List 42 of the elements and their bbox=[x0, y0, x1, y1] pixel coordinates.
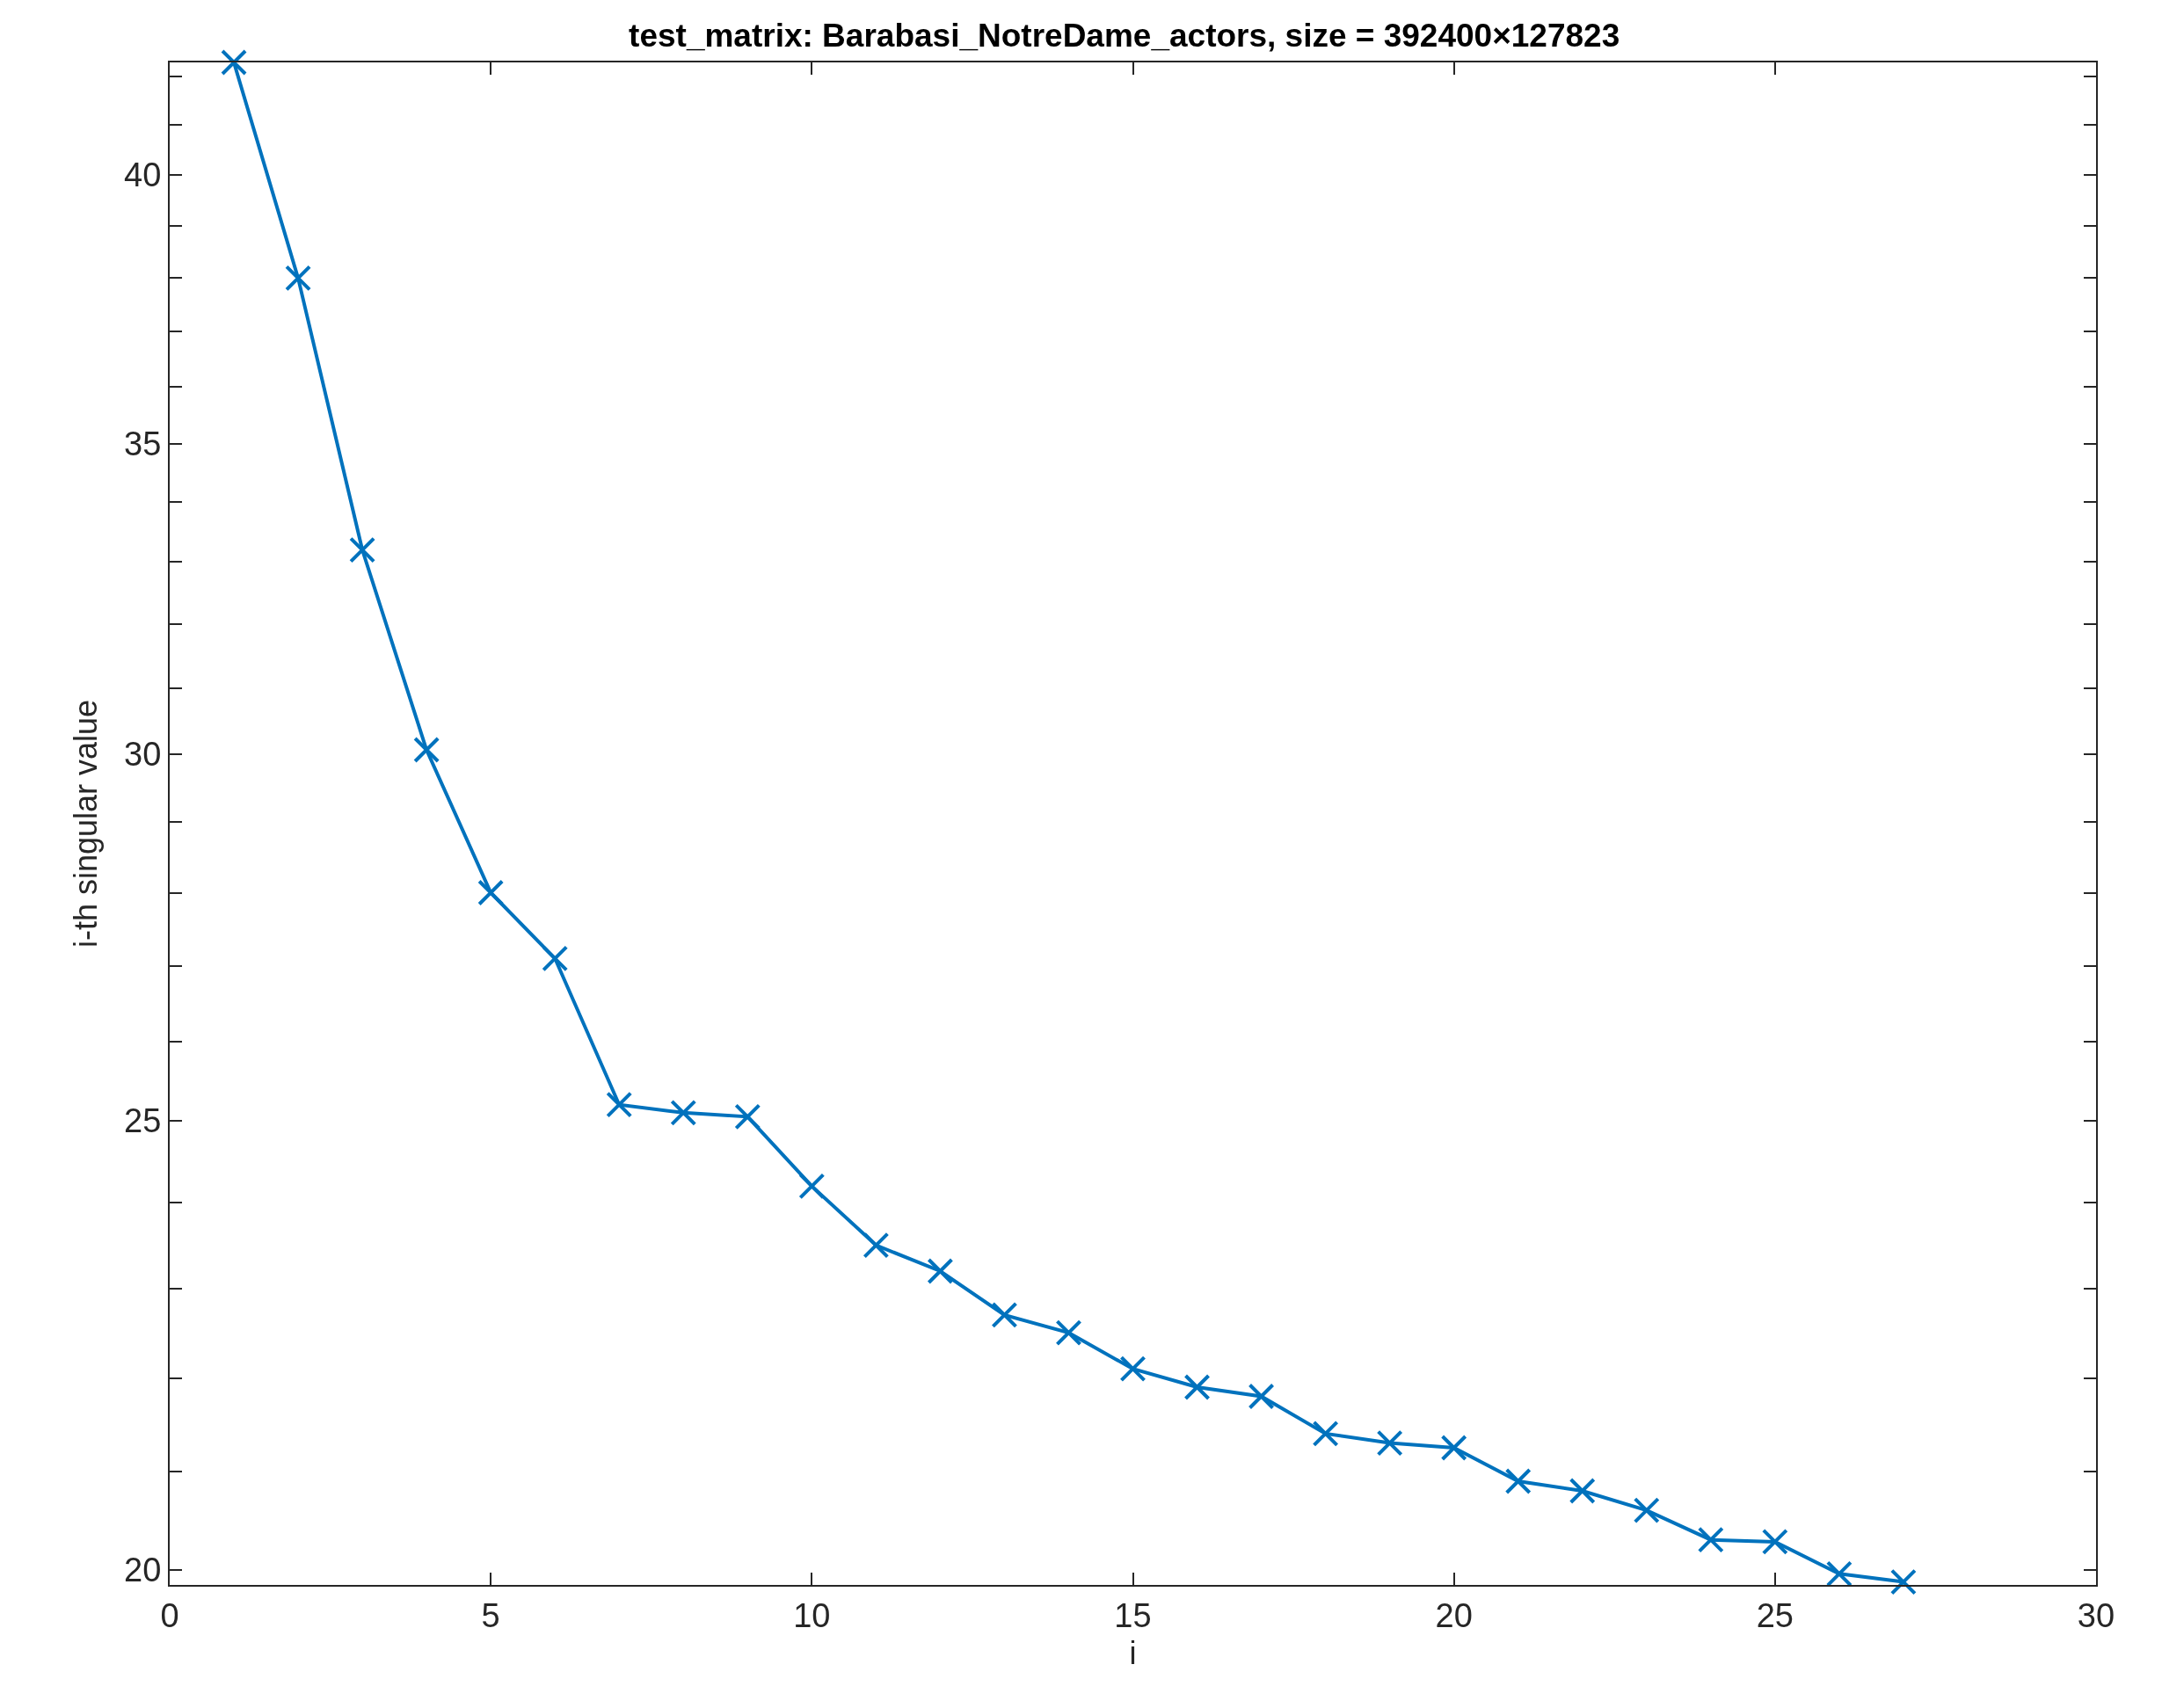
point bbox=[606, 1091, 633, 1118]
point bbox=[1440, 1434, 1467, 1461]
y-tick-label: 20 bbox=[124, 1552, 162, 1589]
y-axis-title: i-th singular value bbox=[67, 699, 104, 948]
y-tick-label: 40 bbox=[124, 156, 162, 194]
x-axis-title: i bbox=[1129, 1634, 1137, 1671]
point bbox=[349, 536, 376, 563]
point bbox=[991, 1301, 1018, 1328]
point bbox=[927, 1258, 954, 1284]
point bbox=[1633, 1497, 1660, 1524]
point bbox=[413, 736, 440, 763]
x-tick-label: 5 bbox=[481, 1596, 500, 1634]
x-tick-label: 30 bbox=[2077, 1596, 2115, 1634]
point bbox=[1183, 1374, 1211, 1401]
x-tick-label: 15 bbox=[1114, 1596, 1152, 1634]
x-tick-label: 0 bbox=[160, 1596, 179, 1634]
point bbox=[1504, 1468, 1532, 1494]
point bbox=[1119, 1355, 1147, 1383]
point bbox=[1761, 1528, 1788, 1555]
point bbox=[1825, 1560, 1853, 1588]
point bbox=[1248, 1383, 1275, 1410]
x-tick-label: 25 bbox=[1756, 1596, 1794, 1634]
point bbox=[1055, 1319, 1082, 1347]
chart-title: test_matrix: Barabasi_NotreDame_actors, size = 392400×127823 bbox=[629, 17, 1620, 54]
point bbox=[1376, 1429, 1403, 1457]
point bbox=[477, 879, 505, 906]
point bbox=[798, 1173, 826, 1200]
point bbox=[221, 49, 248, 76]
point bbox=[1312, 1420, 1339, 1447]
point bbox=[1697, 1526, 1724, 1553]
x-tick-label: 20 bbox=[1435, 1596, 1473, 1634]
y-tick-label: 30 bbox=[124, 735, 162, 773]
point bbox=[285, 265, 312, 292]
point bbox=[670, 1099, 697, 1126]
point bbox=[542, 945, 569, 972]
x-tick-label: 10 bbox=[793, 1596, 831, 1634]
point bbox=[734, 1103, 761, 1130]
y-tick-label: 25 bbox=[124, 1102, 162, 1140]
point bbox=[1889, 1568, 1917, 1595]
point bbox=[863, 1232, 890, 1259]
y-tick-label: 35 bbox=[124, 425, 162, 462]
point bbox=[1569, 1477, 1596, 1504]
